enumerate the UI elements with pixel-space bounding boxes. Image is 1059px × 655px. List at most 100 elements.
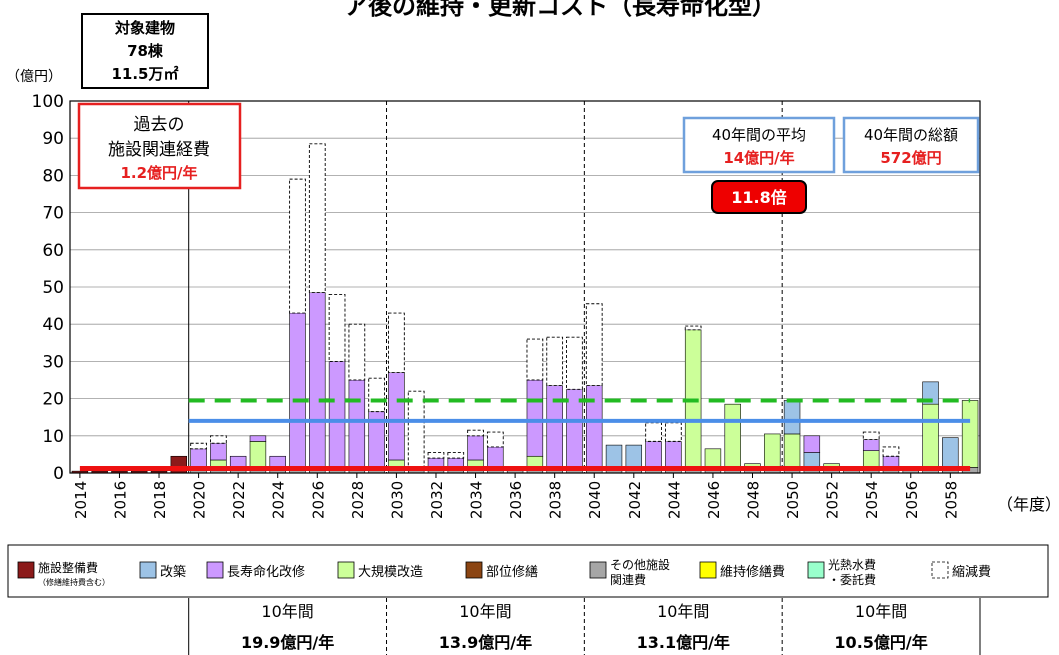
legend-swatch-other [589,561,607,579]
x-tick-2026: 2026 [309,481,327,519]
total-line2: 572億円 [880,149,941,167]
bar-reconstruction-2041 [605,444,623,468]
legend-swatch-reconstruction [139,561,157,579]
y-tick-60: 60 [42,241,64,261]
y-tick-30: 30 [42,352,64,372]
bar-reduction-2027 [328,293,346,362]
bar-longevity-2023 [249,435,267,442]
bar-reduction-2039 [566,336,583,390]
bar-longevity-2027 [328,361,346,468]
decade-label-0: 10年間 [261,602,313,621]
x-tick-2022: 2022 [230,481,248,519]
x-tick-2016: 2016 [111,481,129,519]
y-tick-80: 80 [42,166,64,186]
bar-reduction-2037 [526,338,544,381]
bar-reduction-2026 [308,143,326,294]
legend-label-facility: 施設整備費 [38,560,98,575]
legend-swatch-reduction [931,561,949,579]
legend-label-maintenance: 維持修繕費 [720,564,785,580]
bar-reduction-2038 [546,336,564,387]
legend-swatch-facility [17,561,35,579]
decade-label-3: 10年間 [855,602,907,621]
bar-major-2047 [724,403,741,468]
x-tick-2050: 2050 [784,481,802,519]
bar-longevity-2020 [190,448,207,468]
average-annotation: 40年間の平均 14億円/年 [682,116,836,174]
bar-longevity-2038 [546,385,563,468]
bar-longevity-2051 [803,435,821,453]
bar-major-2046 [704,448,722,468]
legend-swatch-longevity [206,561,224,579]
bars [71,143,979,474]
bar-reduction-2029 [368,377,385,413]
bar-major-2059 [961,400,979,468]
bar-reduction-2040 [585,303,603,387]
decade-value-3: 10.5億円/年 [834,633,927,652]
legend-swatch-major [337,561,355,579]
reference-lines [79,398,971,472]
bar-major-2037 [526,455,544,468]
past-line3: 1.2億円/年 [120,164,197,182]
bar-longevity-2054 [862,439,880,451]
y-tick-70: 70 [42,204,64,224]
legend-label-utility: 光熱水費 [828,557,876,572]
bar-major-2023 [249,441,267,468]
target-area: 11.5万㎡ [111,65,178,83]
x-tick-2014: 2014 [72,481,90,519]
legend-label2-other: 関連費 [610,572,646,587]
decade-value-2: 13.1億円/年 [637,633,730,652]
legend-swatch-partial [465,561,483,579]
x-axis-label: （年度） [997,495,1059,514]
bar-reconstruction-2042 [625,444,643,468]
bar-reduction-2028 [348,323,366,381]
x-tick-2030: 2030 [388,481,406,519]
x-tick-2038: 2038 [547,481,565,519]
x-tick-2044: 2044 [665,481,683,519]
total-annotation: 40年間の総額 572億円 [842,116,980,174]
legend-swatch-maintenance [699,561,717,579]
avg-line1: 40年間の平均 [712,126,806,144]
bar-reduction-2034 [467,429,484,437]
bar-reconstruction-2051 [803,452,821,468]
x-tick-2048: 2048 [745,481,763,519]
x-tick-2034: 2034 [468,481,486,519]
y-tick-10: 10 [42,427,64,447]
target-label: 対象建物 [114,19,175,37]
x-tick-2024: 2024 [270,481,288,519]
x-tick-2042: 2042 [626,481,644,519]
legend-label-partial: 部位修繕 [486,564,538,580]
legend-label-major: 大規模改造 [358,565,423,580]
bar-reduction-2025 [289,178,306,314]
total-line1: 40年間の総額 [864,126,958,144]
x-tick-2032: 2032 [428,481,446,519]
legend-label-longevity: 長寿命化改修 [227,564,305,580]
bar-reduction-2055 [882,446,900,457]
legend-label-reduction: 縮減費 [952,564,991,580]
bar-longevity-2044 [665,441,682,468]
ratio-badge: 11.8倍 [711,180,807,214]
bar-longevity-2021 [210,442,227,461]
bar-major-2050 [783,433,801,468]
y-axis-label: （億円） [6,69,62,85]
y-tick-50: 50 [42,278,64,298]
bar-longevity-2035 [487,446,504,468]
y-tick-0: 0 [53,464,64,484]
y-tick-40: 40 [42,315,64,335]
avg-line2: 14億円/年 [723,149,794,167]
bar-reduction-2032 [427,452,445,459]
bar-longevity-2030 [388,372,405,461]
decade-label-1: 10年間 [459,602,511,621]
bar-reduction-2031 [407,390,425,468]
bar-longevity-2043 [645,441,662,468]
plot-frame [69,100,981,474]
bar-longevity-2033 [447,457,464,468]
bar-reconstruction-2050 [783,400,801,435]
x-tick-2058: 2058 [942,481,960,519]
bar-reduction-2035 [486,431,504,448]
bar-longevity-2040 [586,385,603,468]
x-tick-labels: 2014 2016 2018 2020 2022 2024 2026 2028 2030 2032… [72,473,960,519]
bar-reduction-2033 [447,452,465,459]
bar-reduction-2030 [388,312,405,374]
